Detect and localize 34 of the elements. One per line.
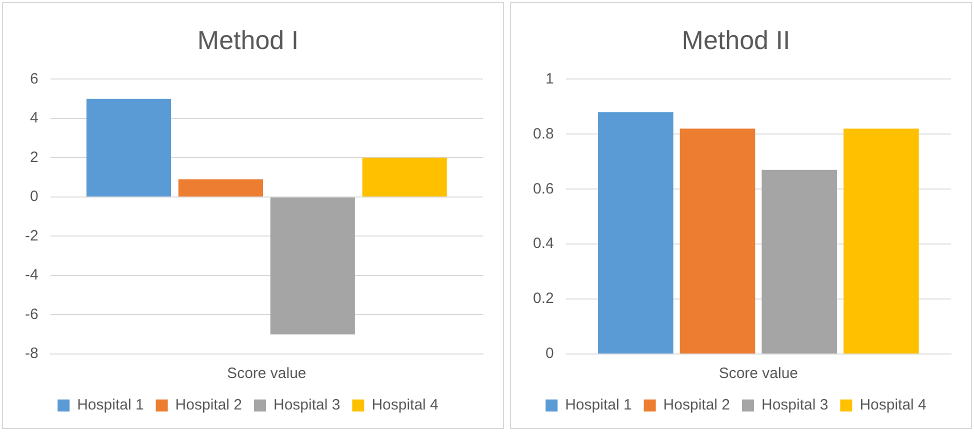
x-tick-label: Score value [718, 365, 798, 382]
legend-label: Hospital 4 [860, 396, 926, 414]
chart-title: Method I [197, 24, 299, 55]
bar [844, 128, 919, 354]
legend-label: Hospital 2 [663, 396, 730, 414]
chart-title: Method II [682, 24, 790, 55]
y-tick-label: -6 [24, 306, 38, 323]
y-tick-label: 0.6 [532, 180, 554, 198]
y-tick-label: 0.4 [532, 235, 554, 252]
y-tick-label: -8 [24, 345, 38, 362]
bar [86, 98, 172, 196]
bar [362, 158, 447, 196]
y-tick-label: 0 [30, 188, 38, 206]
y-tick-label: 1 [546, 70, 554, 88]
bar [598, 112, 674, 354]
y-tick-label: 0.2 [532, 290, 554, 308]
y-tick-label: -4 [24, 266, 38, 284]
y-tick-label: 0 [546, 345, 554, 362]
y-tick-label: 2 [30, 148, 38, 166]
bar [762, 170, 837, 354]
y-tick-label: 6 [30, 70, 38, 88]
x-tick-label: Score value [227, 365, 306, 382]
legend-label: Hospital 2 [175, 396, 242, 414]
y-tick-label: -2 [24, 227, 38, 244]
y-tick-label: 4 [30, 110, 38, 127]
bar [680, 128, 756, 354]
legend-label: Hospital 4 [372, 396, 438, 414]
legend-label: Hospital 3 [762, 396, 828, 414]
legend-label: Hospital 1 [565, 396, 632, 414]
legend-label: Hospital 1 [77, 396, 144, 414]
bar [178, 179, 263, 196]
legend-label: Hospital 3 [274, 396, 340, 414]
y-tick-label: 0.8 [532, 125, 554, 142]
bar [270, 197, 355, 334]
